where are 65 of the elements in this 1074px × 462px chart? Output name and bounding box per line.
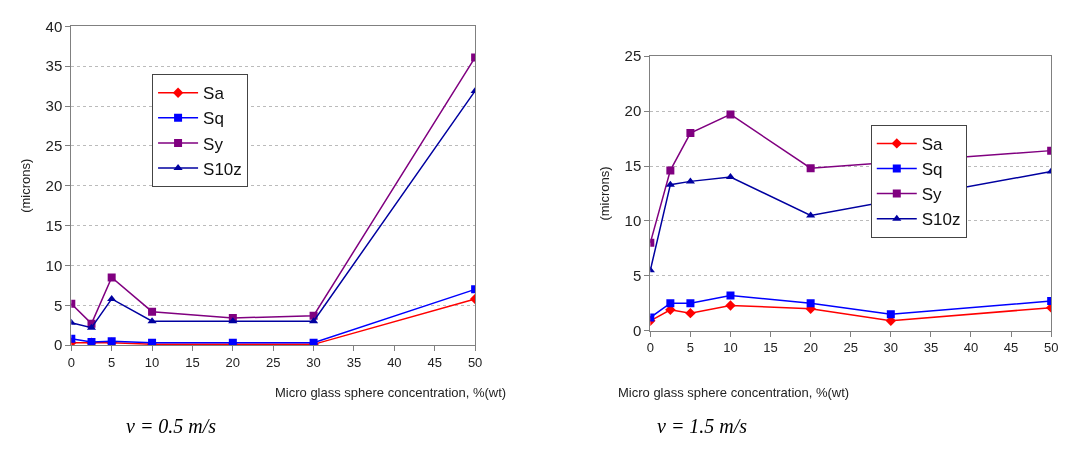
x-tick-label: 40 [387, 354, 402, 370]
y-tick-label: 5 [53, 296, 63, 314]
point [726, 291, 735, 300]
x-tick-label: 35 [346, 354, 362, 370]
legend-label: Sq [203, 109, 224, 129]
point [686, 299, 695, 308]
x-tick-label: 45 [427, 354, 442, 370]
x-tick-label: 0 [67, 354, 75, 370]
legend-label: S10z [921, 210, 961, 230]
y-tick-label: 20 [45, 177, 63, 194]
x-tick-label: 20 [225, 354, 241, 370]
y-tick-label: 25 [45, 137, 63, 155]
point [806, 299, 815, 308]
x-tick-label: 30 [306, 354, 321, 370]
x-tick-label: 10 [144, 354, 160, 370]
x-tick-label: 35 [923, 340, 939, 356]
point [726, 110, 735, 119]
x-tick-label: 5 [108, 354, 116, 370]
point [686, 129, 695, 138]
x-tick-label: 15 [185, 354, 200, 370]
x-tick-label: 20 [803, 340, 818, 356]
point [886, 310, 895, 319]
legend-label: Sq [921, 160, 943, 180]
y-tick-label: 35 [45, 57, 63, 75]
point [107, 273, 116, 282]
y-tick-label: 5 [632, 267, 642, 285]
text: v = 1.5 m/s [657, 415, 748, 437]
y-axis-title: (microns) [17, 158, 33, 213]
x-tick-label: 40 [963, 340, 979, 356]
x-tick-label: 0 [646, 340, 654, 356]
x-tick-label: 45 [1003, 340, 1019, 356]
point [665, 180, 675, 187]
point [666, 299, 675, 308]
y-tick-label: 25 [624, 47, 642, 65]
legend-label: Sa [203, 84, 225, 104]
x-tick-label: 5 [686, 340, 695, 356]
y-tick-label: 15 [624, 157, 642, 175]
y-tick-label: 30 [45, 97, 63, 115]
point [685, 307, 696, 319]
legend-label: Sy [921, 185, 943, 205]
text: v = 0.5 m/s [126, 415, 217, 437]
x-axis-title: Micro glass sphere concentration, %(wt) [275, 385, 507, 400]
point [148, 307, 157, 316]
x-tick-label: 25 [843, 340, 858, 356]
y-tick-label: 15 [45, 216, 63, 234]
point [666, 166, 675, 175]
x-tick-label: 25 [265, 354, 281, 370]
point [725, 300, 736, 311]
y-tick-label: 0 [632, 321, 642, 339]
point [806, 164, 815, 173]
x-tick-label: 10 [723, 340, 738, 356]
legend-label: S10z [203, 159, 242, 179]
x-tick-label: 30 [883, 340, 899, 356]
y-tick-label: 10 [45, 256, 63, 274]
legend-label: Sy [203, 134, 224, 154]
x-tick-label: 50 [467, 354, 483, 370]
point [107, 294, 117, 301]
legend-label: Sa [921, 135, 944, 155]
y-tick-label: 20 [624, 102, 642, 120]
y-tick-label: 40 [45, 17, 63, 35]
y-tick-label: 10 [624, 212, 642, 230]
x-axis-title: Micro glass sphere concentration, %(wt) [618, 385, 850, 400]
x-tick-label: 50 [1043, 340, 1059, 356]
x-tick-label: 15 [763, 340, 778, 356]
y-axis-title: (microns) [596, 166, 612, 221]
